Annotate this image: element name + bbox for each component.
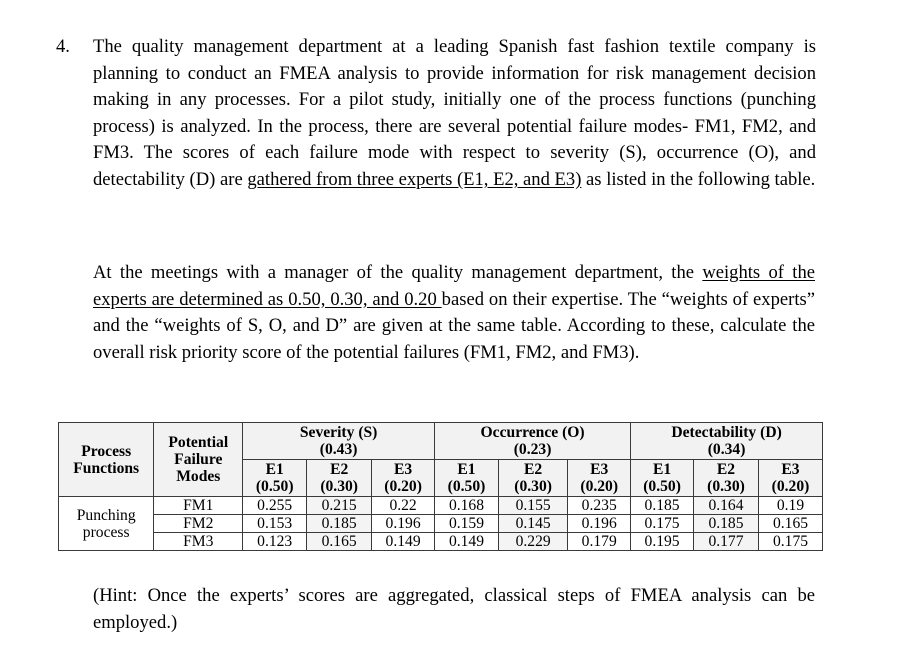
detectability-label: Detectability (D) [671,424,782,441]
header-process-functions: Process Functions [57,422,155,497]
score-cell: 0.123 [242,532,308,551]
header-s-e3: E3 (0.20) [371,459,436,497]
expert-name: E1 [265,461,284,478]
score-cell: 0.185 [630,496,694,515]
score-cell: 0.149 [371,532,436,551]
fmea-scores-table: Process Functions Potential Failure Mode… [57,422,823,551]
paragraph-2-text: At the meetings with a manager of the qu… [93,262,703,283]
score-cell: 0.229 [497,532,569,551]
header-d-e3: E3 (0.20) [758,459,823,497]
score-cell: 0.179 [567,532,632,551]
header-process-functions-label: Process Functions [73,442,140,477]
question-number: 4. [56,36,70,57]
header-o-e2: E2 (0.30) [497,459,569,497]
expert-name: E2 [330,461,349,478]
score-cell: 0.196 [567,514,632,533]
header-detectability: Detectability (D) (0.34) [630,422,823,460]
question-paragraph-1: The quality management department at a l… [93,34,816,194]
score-cell: 0.195 [630,532,694,551]
score-cell: 0.165 [306,532,373,551]
paragraph-1-text: The quality management department at a l… [93,36,816,190]
table-row: FM3 0.123 0.165 0.149 0.149 0.229 0.179 … [59,532,823,551]
expert-name: E3 [393,461,413,478]
failure-mode-cell: FM3 [153,532,244,551]
severity-weight: (0.43) [319,441,358,458]
process-cell: Punching process [57,496,155,551]
header-s-e1: E1 (0.50) [242,459,308,497]
score-cell: 0.185 [692,514,760,533]
failure-mode-cell: FM1 [153,496,244,515]
score-cell: 0.196 [371,514,436,533]
header-failure-modes: Potential Failure Modes [153,422,244,497]
paragraph-2-text-end: based on their expertise. The “weights o… [93,288,815,363]
expert-name: E1 [457,461,476,478]
hint-text: (Hint: Once the experts’ scores are aggr… [93,585,815,633]
underlined-experts-text: gathered from three experts (E1, E2, and… [247,168,582,190]
score-cell: 0.22 [371,496,436,515]
score-cell: 0.165 [758,514,823,533]
occurrence-label: Occurrence (O) [480,424,585,441]
failure-mode-cell: FM2 [153,514,244,533]
score-cell: 0.145 [497,514,569,533]
expert-name: E3 [590,461,609,478]
expert-weight: (0.20) [384,478,422,495]
score-cell: 0.149 [434,532,499,551]
header-occurrence: Occurrence (O) (0.23) [434,422,632,460]
header-d-e1: E1 (0.50) [630,459,694,497]
header-severity: Severity (S) (0.43) [242,422,436,460]
score-cell: 0.175 [630,514,694,533]
expert-name: E2 [716,461,736,478]
expert-weight: (0.30) [707,478,745,495]
header-s-e2: E2 (0.30) [306,459,373,497]
expert-weight: (0.50) [643,478,681,495]
score-cell: 0.177 [692,532,760,551]
score-cell: 0.168 [434,496,499,515]
underlined-weights-text: weights of the experts are determined as… [93,262,815,310]
expert-weight: (0.20) [580,478,619,495]
header-row-groups: Process Functions Potential Failure Mode… [57,422,823,497]
score-cell: 0.19 [758,496,823,515]
question-paragraph-2: At the meetings with a manager of the qu… [93,260,815,366]
score-cell: 0.215 [306,496,373,515]
expert-name: E3 [781,461,800,478]
occurrence-weight: (0.23) [513,441,552,458]
score-cell: 0.255 [242,496,308,515]
score-cell: 0.175 [758,532,823,551]
severity-label: Severity (S) [299,424,378,441]
score-cell: 0.159 [434,514,499,533]
expert-weight: (0.20) [771,478,810,495]
score-cell: 0.155 [497,496,569,515]
score-cell: 0.235 [567,496,632,515]
score-cell: 0.153 [242,514,308,533]
expert-weight: (0.30) [514,478,552,495]
expert-name: E1 [652,461,672,478]
header-d-e2: E2 (0.30) [692,459,760,497]
expert-weight: (0.30) [320,478,358,495]
expert-name: E2 [524,461,543,478]
expert-weight: (0.50) [447,478,486,495]
table-row: FM2 0.153 0.185 0.196 0.159 0.145 0.196 … [59,514,823,533]
score-cell: 0.164 [692,496,760,515]
header-o-e3: E3 (0.20) [567,459,632,497]
header-o-e1: E1 (0.50) [434,459,499,497]
detectability-weight: (0.34) [707,441,746,458]
table-row: Punching process FM1 0.255 0.215 0.22 0.… [57,496,823,551]
question-block: 4. The quality management department at … [56,34,816,194]
header-failure-modes-label: Potential Failure Modes [168,434,229,485]
score-cell: 0.185 [306,514,373,533]
paragraph-1-text-end: as listed in the following table. [581,168,816,190]
expert-weight: (0.50) [255,478,294,495]
